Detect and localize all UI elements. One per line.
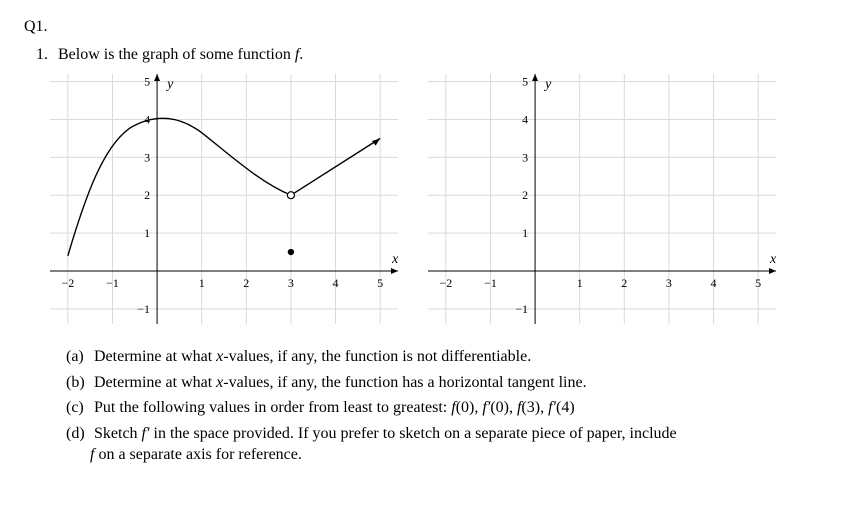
svg-text:−1: −1: [515, 302, 528, 316]
svg-text:5: 5: [377, 276, 383, 290]
svg-text:3: 3: [522, 150, 528, 164]
svg-text:2: 2: [621, 276, 627, 290]
svg-text:−1: −1: [484, 276, 497, 290]
part-b-label: (b): [66, 372, 90, 394]
svg-text:−2: −2: [439, 276, 452, 290]
problem-text-after: .: [299, 46, 303, 63]
svg-text:4: 4: [333, 276, 339, 290]
svg-text:5: 5: [755, 276, 761, 290]
svg-text:3: 3: [666, 276, 672, 290]
svg-text:y: y: [165, 77, 174, 92]
part-d-label: (d): [66, 423, 90, 445]
svg-text:3: 3: [288, 276, 294, 290]
problem-number: 1.: [36, 46, 54, 64]
left-graph: −2−112345−112345xy: [44, 70, 404, 328]
graphs-row: −2−112345−112345xy −2−112345−112345xy: [44, 70, 820, 328]
svg-text:−1: −1: [106, 276, 119, 290]
part-d-text2: f on a separate axis for reference.: [90, 444, 820, 466]
part-b: (b) Determine at what x-values, if any, …: [66, 372, 820, 394]
part-d: (d) Sketch f′ in the space provided. If …: [66, 423, 820, 466]
svg-text:1: 1: [199, 276, 205, 290]
svg-text:4: 4: [522, 112, 528, 126]
problem-text-before: Below is the graph of some function: [58, 46, 295, 63]
svg-text:5: 5: [144, 75, 150, 89]
svg-text:−2: −2: [61, 276, 74, 290]
part-d-text1: Sketch f′ in the space provided. If you …: [94, 425, 677, 442]
right-graph-svg: −2−112345−112345xy: [422, 70, 782, 328]
svg-text:2: 2: [522, 188, 528, 202]
svg-text:y: y: [543, 77, 552, 92]
svg-text:x: x: [769, 252, 777, 267]
svg-text:1: 1: [577, 276, 583, 290]
problem-statement: 1. Below is the graph of some function f…: [36, 46, 820, 64]
svg-text:4: 4: [711, 276, 717, 290]
part-a-label: (a): [66, 346, 90, 368]
svg-text:5: 5: [522, 75, 528, 89]
svg-text:3: 3: [144, 150, 150, 164]
part-c: (c) Put the following values in order fr…: [66, 397, 820, 419]
svg-text:1: 1: [144, 226, 150, 240]
svg-text:1: 1: [522, 226, 528, 240]
part-c-text: Put the following values in order from l…: [94, 399, 575, 416]
svg-text:x: x: [391, 252, 399, 267]
question-header: Q1.: [24, 18, 820, 36]
right-graph: −2−112345−112345xy: [422, 70, 782, 328]
svg-text:2: 2: [144, 188, 150, 202]
part-a-text: Determine at what x-values, if any, the …: [94, 348, 531, 365]
parts-list: (a) Determine at what x-values, if any, …: [66, 346, 820, 466]
part-a: (a) Determine at what x-values, if any, …: [66, 346, 820, 368]
svg-text:2: 2: [243, 276, 249, 290]
left-graph-svg: −2−112345−112345xy: [44, 70, 404, 328]
svg-text:−1: −1: [137, 302, 150, 316]
part-c-label: (c): [66, 397, 90, 419]
part-b-text: Determine at what x-values, if any, the …: [94, 374, 587, 391]
